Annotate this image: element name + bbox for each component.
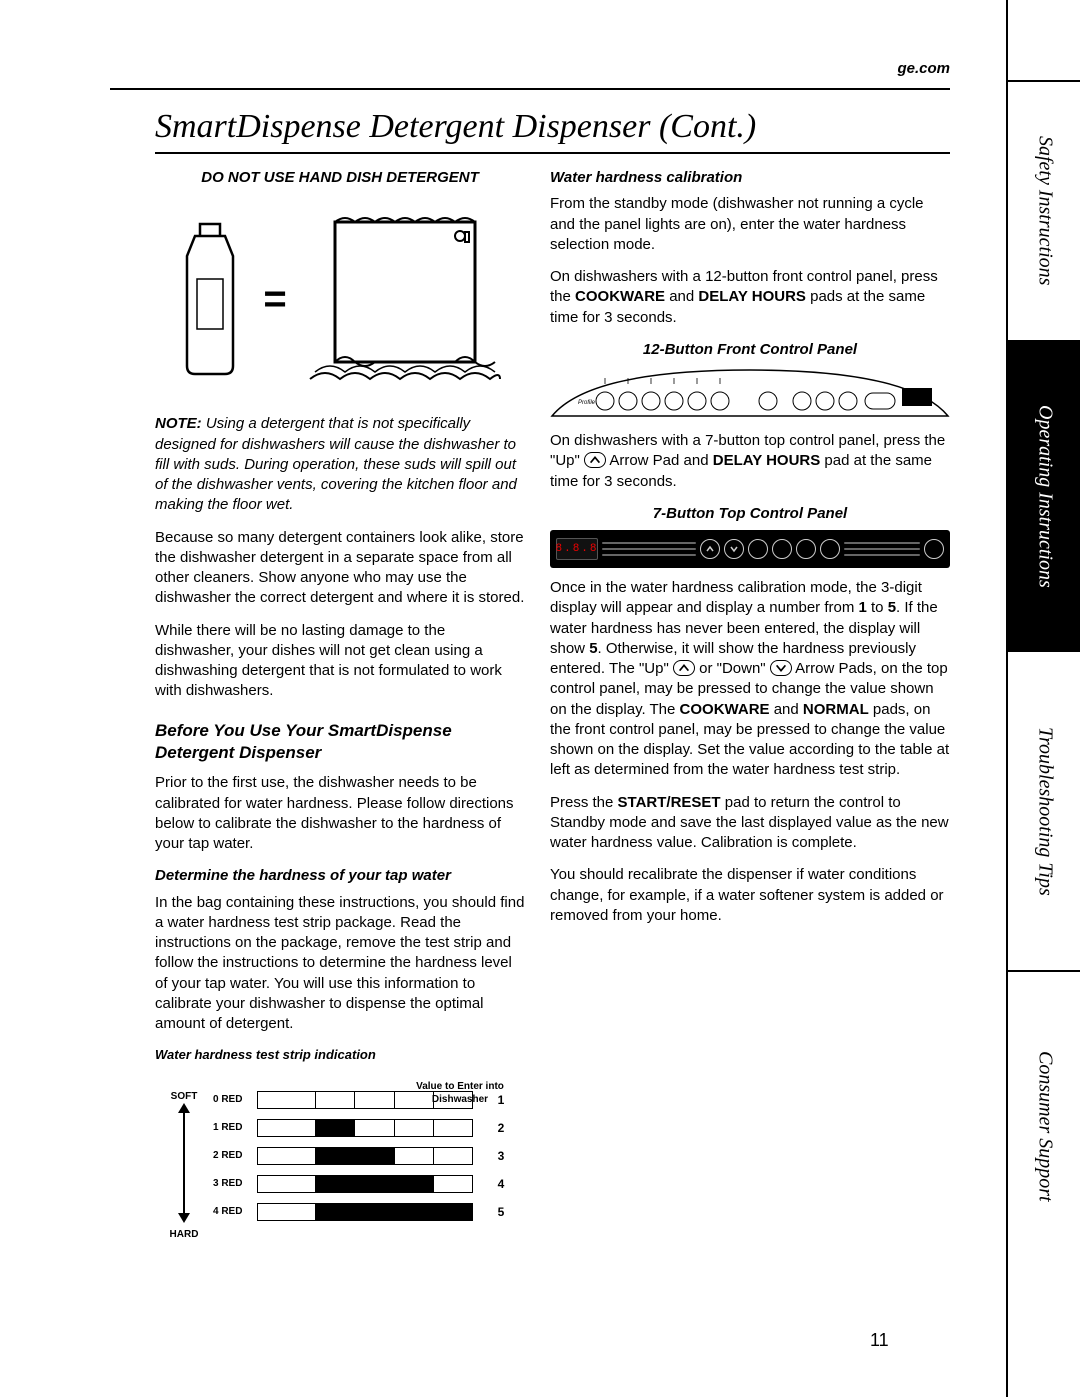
cal-p1: From the standby mode (dishwasher not ru… [550, 194, 950, 255]
rule-top [110, 88, 950, 90]
panel12-illustration: Profile [550, 366, 950, 421]
determine-heading: Determine the hardness of your tap water [155, 866, 525, 886]
test-strip-icon [257, 1203, 473, 1221]
overflowing-dishwasher-icon [305, 204, 505, 394]
right-column: Water hardness calibration From the stan… [550, 160, 950, 938]
test-strip-icon [257, 1175, 473, 1193]
hardness-table: Value to Enter into Dishwasher SOFT HARD… [155, 1086, 515, 1246]
strip-heading: Water hardness test strip indication [155, 1046, 525, 1064]
bottle-icon [175, 219, 245, 379]
side-tabs: Safety InstructionsOperating Instruction… [1006, 0, 1080, 1397]
calibration-heading: Water hardness calibration [550, 168, 950, 188]
test-strip-icon [257, 1119, 473, 1137]
panel7-illustration: 8.8.8 [550, 530, 950, 568]
damage-paragraph: While there will be no lasting damage to… [155, 621, 525, 702]
down-arrow-icon [770, 660, 792, 676]
rule-title [155, 152, 950, 154]
hardness-value: 4 [487, 1176, 515, 1192]
warn-heading: DO NOT USE HAND DISH DETERGENT [155, 168, 525, 188]
side-tab: Troubleshooting Tips [1008, 650, 1080, 970]
cal-par2: Press the START/RESET pad to return the … [550, 793, 950, 854]
storage-paragraph: Because so many detergent containers loo… [155, 528, 525, 609]
hardness-row: 2 RED 3 [213, 1142, 515, 1170]
note-label: NOTE: [155, 415, 202, 432]
panel7-start-icon [924, 539, 944, 559]
note-text: Using a detergent that is not specifical… [155, 415, 517, 513]
cal-par1: Once in the water hardness calibration m… [550, 578, 950, 781]
before-paragraph: Prior to the first use, the dishwasher n… [155, 773, 525, 854]
side-tab: Operating Instructions [1008, 340, 1080, 650]
left-column: DO NOT USE HAND DISH DETERGENT = [155, 160, 525, 1245]
hardness-row-label: 4 RED [213, 1205, 257, 1219]
hardness-row: 3 RED 4 [213, 1170, 515, 1198]
determine-paragraph: In the bag containing these instructions… [155, 893, 525, 1035]
hardness-row-label: 3 RED [213, 1177, 257, 1191]
hardness-value: 3 [487, 1148, 515, 1164]
panel7-btn [748, 539, 768, 559]
value-column-header: Value to Enter into Dishwasher [415, 1080, 505, 1107]
panel7-up-icon [700, 539, 720, 559]
site-url: ge.com [897, 60, 950, 77]
detergent-illustration: = [155, 194, 525, 404]
soft-hard-scale: SOFT HARD [155, 1086, 213, 1246]
test-strip-icon [257, 1147, 473, 1165]
hardness-row-label: 2 RED [213, 1149, 257, 1163]
cal-p2: On dishwashers with a 12-button front co… [550, 267, 950, 328]
hardness-value: 5 [487, 1204, 515, 1220]
hardness-row-label: 1 RED [213, 1121, 257, 1135]
note-paragraph: NOTE: Using a detergent that is not spec… [155, 414, 525, 515]
equals-icon: = [263, 272, 286, 326]
page-number: 11 [870, 1330, 889, 1351]
panel7-btn [820, 539, 840, 559]
side-tab: Consumer Support [1008, 970, 1080, 1280]
before-heading: Before You Use Your SmartDispense Deterg… [155, 720, 525, 766]
hardness-row-label: 0 RED [213, 1093, 257, 1107]
panel7-heading: 7-Button Top Control Panel [550, 504, 950, 524]
soft-label: SOFT [171, 1090, 198, 1104]
panel7-display: 8.8.8 [556, 538, 598, 560]
panel7-btn [772, 539, 792, 559]
hardness-row: 1 RED 2 [213, 1114, 515, 1142]
page-title: SmartDispense Detergent Dispenser (Cont.… [155, 108, 756, 146]
hardness-row: 4 RED 5 [213, 1198, 515, 1226]
panel12-heading: 12-Button Front Control Panel [550, 340, 950, 360]
cal-par3: You should recalibrate the dispenser if … [550, 865, 950, 926]
scale-arrow-icon [175, 1103, 193, 1228]
cal-p3: On dishwashers with a 7-button top contr… [550, 431, 950, 492]
hard-label: HARD [170, 1228, 199, 1242]
up-arrow-icon [584, 452, 606, 468]
svg-text:Profile: Profile [578, 400, 596, 406]
panel7-down-icon [724, 539, 744, 559]
side-tab: Safety Instructions [1008, 80, 1080, 340]
panel7-btn [796, 539, 816, 559]
hardness-value: 2 [487, 1120, 515, 1136]
up-arrow-icon [673, 660, 695, 676]
